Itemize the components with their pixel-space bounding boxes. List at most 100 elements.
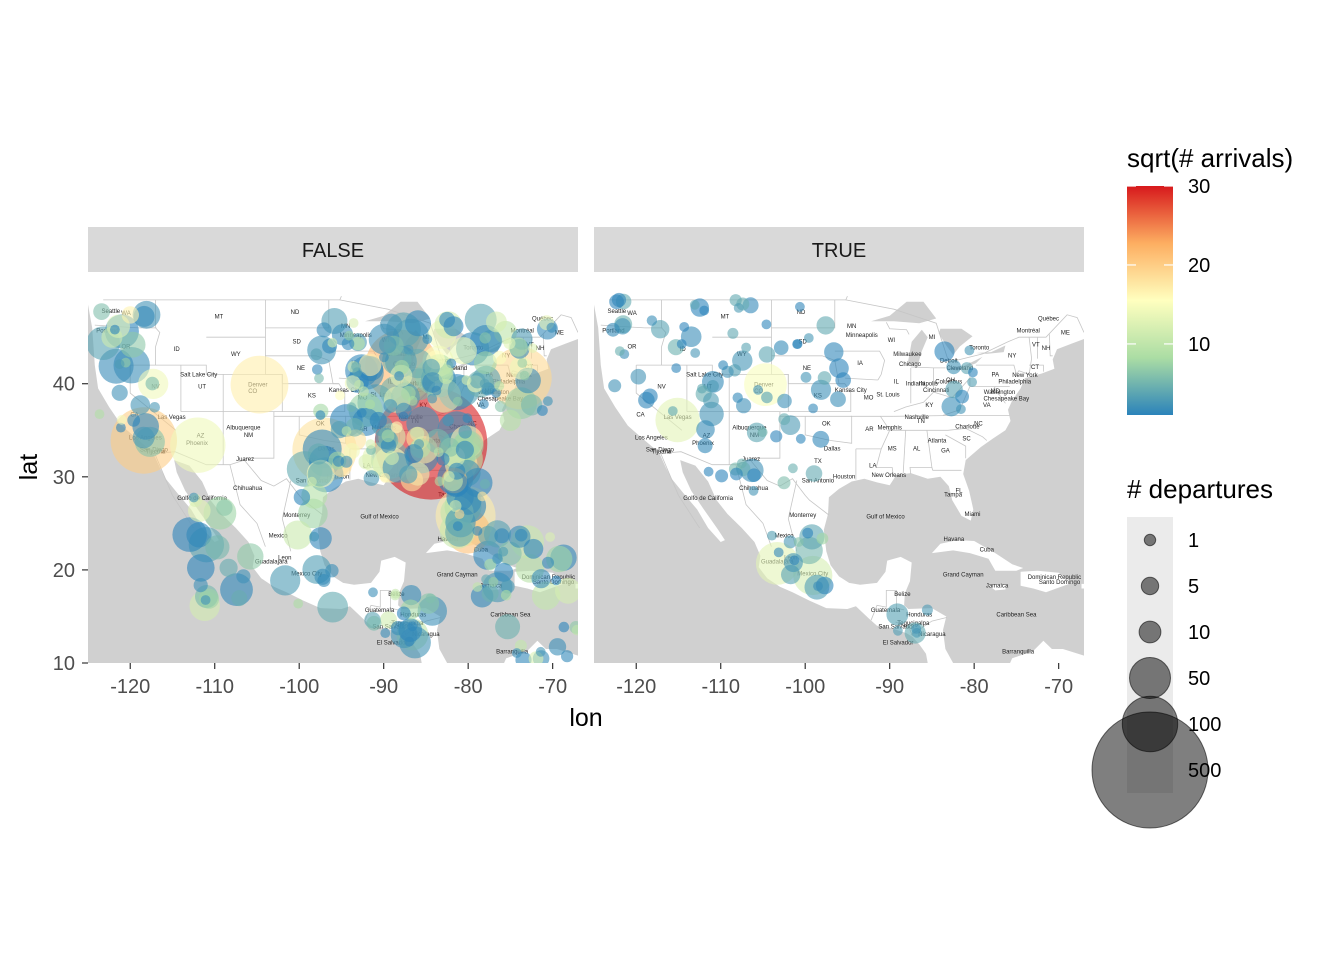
- airport-point: [535, 646, 546, 657]
- airport-point: [481, 585, 499, 602]
- airport-point: [317, 574, 331, 587]
- size-legend-label: 1: [1188, 530, 1199, 552]
- airport-point: [369, 411, 387, 430]
- airport-point: [94, 409, 105, 419]
- airport-point: [307, 476, 317, 487]
- map-label: IL: [894, 380, 900, 386]
- border-line-23: [909, 430, 933, 475]
- airport-point: [498, 546, 509, 557]
- airport-point: [542, 556, 554, 569]
- y-axis-title: lat: [15, 454, 43, 480]
- airport-point: [679, 322, 690, 332]
- airport-point: [893, 625, 903, 636]
- map-label: NE: [803, 366, 811, 372]
- airport-point: [458, 425, 472, 439]
- map-label: Guatemala: [365, 608, 395, 614]
- airport-point: [817, 371, 832, 385]
- map-label: NE: [297, 366, 305, 372]
- airport-point: [703, 392, 719, 409]
- map-label: Memphis: [878, 425, 902, 431]
- facet-strip-true: [594, 227, 1084, 272]
- airport-point: [130, 395, 151, 415]
- airport-point: [401, 585, 422, 606]
- airport-point: [630, 368, 647, 385]
- map-label: Guadalajara: [255, 559, 288, 565]
- airport-point: [358, 353, 382, 377]
- size-legend-key: [1140, 576, 1160, 596]
- airport-point: [744, 363, 787, 406]
- airport-point: [474, 351, 497, 375]
- airport-point: [368, 587, 378, 598]
- airport-point: [236, 569, 251, 584]
- airport-point: [558, 621, 570, 633]
- airport-point: [404, 636, 415, 647]
- border-line-21: [875, 416, 894, 475]
- airport-point: [462, 413, 473, 423]
- airport-point: [149, 402, 160, 413]
- airport-point: [270, 565, 301, 596]
- map-label: El Salvador: [883, 640, 914, 646]
- border-line-26: [945, 434, 967, 459]
- airport-point: [293, 489, 311, 506]
- airport-point: [816, 532, 829, 545]
- map-label: ME: [1061, 330, 1070, 336]
- airport-point: [380, 473, 390, 483]
- airport-point: [230, 355, 289, 414]
- land-island-4: [1010, 640, 1084, 663]
- border-line-22: [902, 430, 907, 474]
- map-label: CA: [636, 412, 644, 418]
- airport-point: [477, 491, 488, 502]
- map-label: Miami: [965, 512, 981, 518]
- airport-point: [472, 582, 483, 592]
- airport-point: [479, 478, 490, 490]
- airport-point: [808, 403, 818, 414]
- map-label: Las Vegas: [158, 415, 186, 421]
- airport-point: [440, 437, 460, 457]
- airport-point: [119, 331, 146, 358]
- airport-point: [427, 393, 438, 404]
- map-label: Kansas City: [329, 388, 361, 394]
- airport-point: [488, 576, 499, 587]
- map-label: Detroit: [940, 358, 958, 364]
- airport-point: [699, 401, 724, 427]
- border-line-37: [543, 334, 547, 357]
- airport-point: [494, 528, 510, 544]
- airport-point: [545, 532, 555, 542]
- airport-point: [399, 465, 418, 484]
- colorbar-tick-label: 20: [1188, 255, 1210, 277]
- airport-point: [461, 375, 472, 386]
- map-label: Toronto: [969, 345, 990, 351]
- airport-point: [783, 535, 797, 549]
- colorbar-ticks: 10 20 30: [1127, 176, 1210, 356]
- airport-point: [170, 417, 226, 473]
- map-label: FL: [955, 489, 963, 495]
- airport-point: [770, 430, 783, 443]
- map-label: Chicago: [899, 362, 922, 368]
- x-tick-label: -100: [785, 676, 825, 698]
- map-label: Honduras: [906, 613, 932, 619]
- x-tick-label: -70: [1044, 676, 1073, 698]
- airport-point: [968, 367, 978, 378]
- x-axis-title: lon: [569, 704, 602, 732]
- airport-point: [110, 324, 120, 335]
- border-line-31: [910, 366, 946, 369]
- border-line-12: [771, 299, 836, 329]
- airport-point: [410, 426, 425, 441]
- airport-point: [555, 577, 578, 604]
- airport-point: [671, 363, 682, 373]
- airport-point: [114, 359, 125, 369]
- airport-point: [365, 439, 376, 449]
- map-label: Cincinnati: [923, 388, 949, 394]
- airport-point: [422, 334, 433, 345]
- airport-point: [733, 303, 744, 313]
- airport-point: [955, 389, 969, 404]
- airport-point: [307, 443, 329, 465]
- airport-point: [132, 426, 155, 449]
- size-legend-key: [1091, 711, 1209, 829]
- airport-point: [346, 402, 357, 413]
- map-label: TN: [917, 419, 925, 425]
- airport-point: [500, 579, 515, 594]
- map-label: Juarez: [236, 457, 254, 463]
- airport-point: [795, 301, 805, 312]
